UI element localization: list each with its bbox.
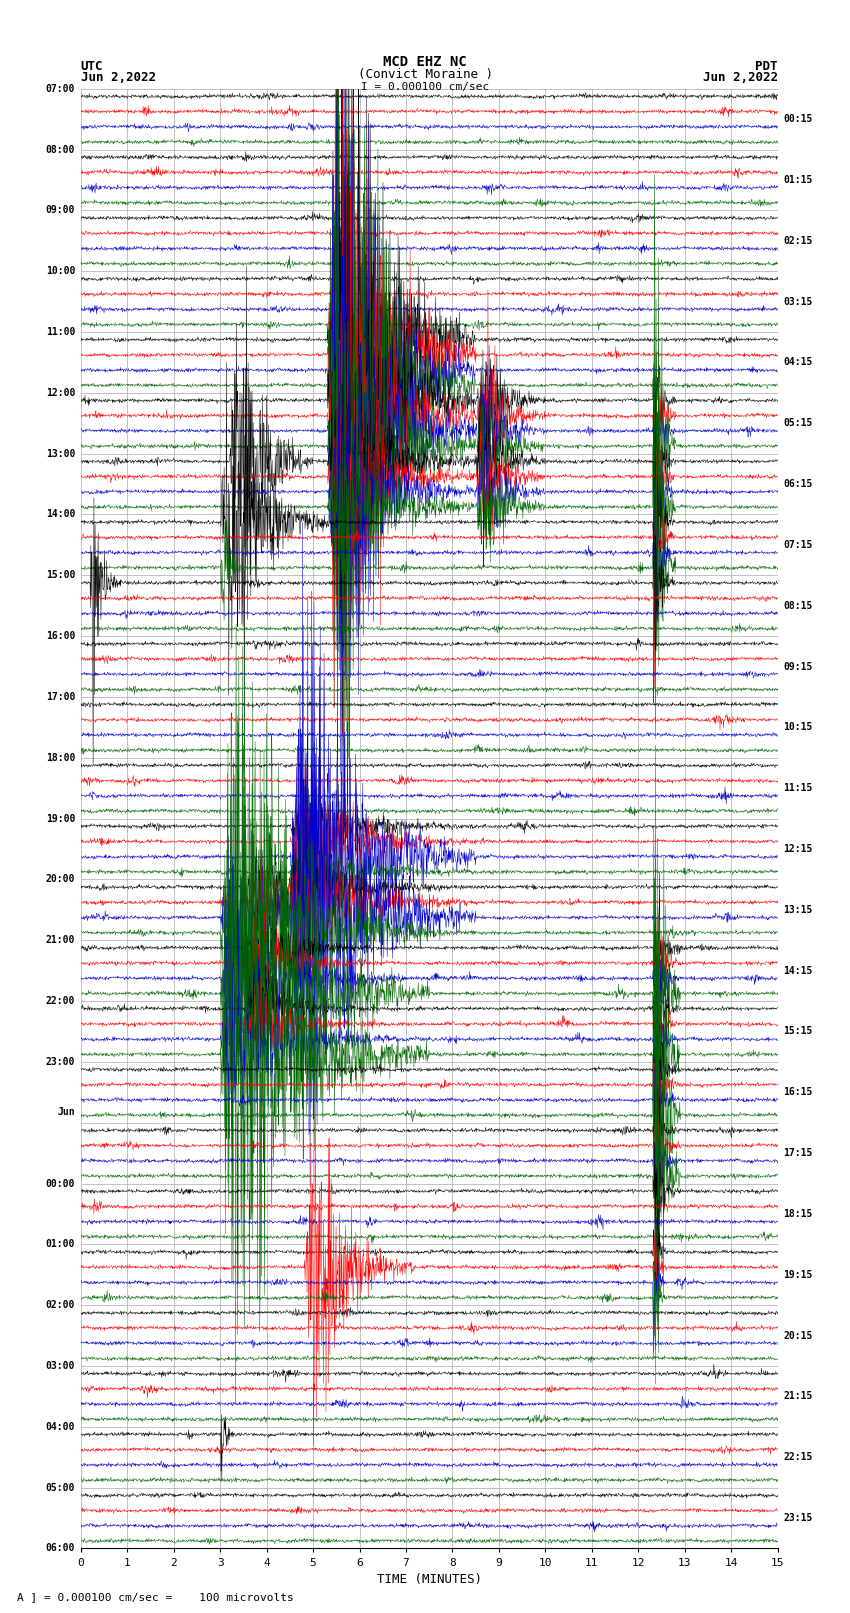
Text: 01:00: 01:00: [46, 1239, 75, 1250]
Text: 18:15: 18:15: [784, 1210, 813, 1219]
Text: 20:00: 20:00: [46, 874, 75, 884]
Text: A ] = 0.000100 cm/sec =    100 microvolts: A ] = 0.000100 cm/sec = 100 microvolts: [17, 1592, 294, 1602]
Text: 00:15: 00:15: [784, 115, 813, 124]
Text: 23:00: 23:00: [46, 1057, 75, 1066]
Text: 04:00: 04:00: [46, 1421, 75, 1432]
Text: 04:15: 04:15: [784, 358, 813, 368]
Text: 14:15: 14:15: [784, 966, 813, 976]
Text: Jun 2,2022: Jun 2,2022: [703, 71, 778, 84]
Text: 11:00: 11:00: [46, 327, 75, 337]
Text: 22:15: 22:15: [784, 1452, 813, 1463]
X-axis label: TIME (MINUTES): TIME (MINUTES): [377, 1573, 482, 1586]
Text: 15:15: 15:15: [784, 1026, 813, 1037]
Text: 08:00: 08:00: [46, 145, 75, 155]
Text: 02:00: 02:00: [46, 1300, 75, 1310]
Text: 01:15: 01:15: [784, 174, 813, 185]
Text: 21:00: 21:00: [46, 936, 75, 945]
Text: 09:00: 09:00: [46, 205, 75, 216]
Text: 03:00: 03:00: [46, 1361, 75, 1371]
Text: 06:00: 06:00: [46, 1544, 75, 1553]
Text: 06:15: 06:15: [784, 479, 813, 489]
Text: 17:15: 17:15: [784, 1148, 813, 1158]
Text: 11:15: 11:15: [784, 784, 813, 794]
Text: 21:15: 21:15: [784, 1392, 813, 1402]
Text: 22:00: 22:00: [46, 997, 75, 1007]
Text: 12:00: 12:00: [46, 387, 75, 398]
Text: 13:15: 13:15: [784, 905, 813, 915]
Text: 02:15: 02:15: [784, 235, 813, 245]
Text: 07:00: 07:00: [46, 84, 75, 94]
Text: 08:15: 08:15: [784, 600, 813, 611]
Text: 19:15: 19:15: [784, 1269, 813, 1279]
Text: 12:15: 12:15: [784, 844, 813, 853]
Text: 00:00: 00:00: [46, 1179, 75, 1189]
Text: Jun: Jun: [58, 1107, 75, 1118]
Text: 18:00: 18:00: [46, 753, 75, 763]
Text: 17:00: 17:00: [46, 692, 75, 702]
Text: PDT: PDT: [756, 60, 778, 73]
Text: (Convict Moraine ): (Convict Moraine ): [358, 68, 492, 81]
Text: 14:00: 14:00: [46, 510, 75, 519]
Text: 19:00: 19:00: [46, 813, 75, 824]
Text: MCD EHZ NC: MCD EHZ NC: [383, 55, 467, 69]
Text: 03:15: 03:15: [784, 297, 813, 306]
Text: UTC: UTC: [81, 60, 103, 73]
Text: 23:15: 23:15: [784, 1513, 813, 1523]
Text: 05:15: 05:15: [784, 418, 813, 427]
Text: 07:15: 07:15: [784, 540, 813, 550]
Text: 10:15: 10:15: [784, 723, 813, 732]
Text: 05:00: 05:00: [46, 1482, 75, 1492]
Text: 09:15: 09:15: [784, 661, 813, 671]
Text: 13:00: 13:00: [46, 448, 75, 458]
Text: I = 0.000100 cm/sec: I = 0.000100 cm/sec: [361, 82, 489, 92]
Text: 16:00: 16:00: [46, 631, 75, 640]
Text: Jun 2,2022: Jun 2,2022: [81, 71, 156, 84]
Text: 20:15: 20:15: [784, 1331, 813, 1340]
Text: 16:15: 16:15: [784, 1087, 813, 1097]
Text: 10:00: 10:00: [46, 266, 75, 276]
Text: 15:00: 15:00: [46, 571, 75, 581]
